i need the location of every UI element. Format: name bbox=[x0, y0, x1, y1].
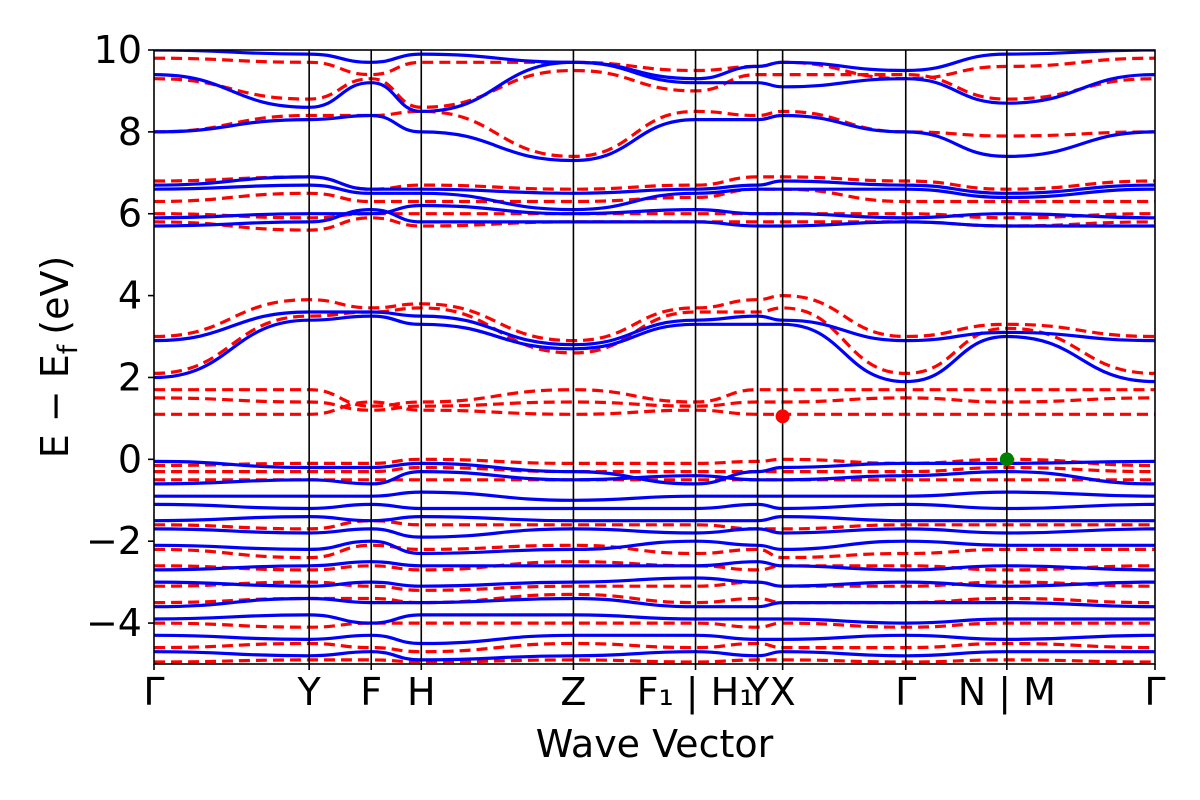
series-red-dashed bbox=[154, 56, 1155, 664]
y-axis-title-unit: (eV) bbox=[33, 256, 77, 335]
kpoint-lines bbox=[308, 50, 1008, 664]
band-red-7 bbox=[154, 293, 1155, 343]
x-tick-label: Γ bbox=[895, 670, 916, 714]
y-tick-label: 0 bbox=[118, 437, 142, 481]
x-tick-label: Γ bbox=[143, 670, 164, 714]
marker-0 bbox=[775, 409, 790, 424]
band-red-8 bbox=[154, 306, 1155, 376]
band-red-3 bbox=[154, 175, 1155, 191]
y-tick-label: 10 bbox=[94, 28, 142, 72]
band-blue-2 bbox=[154, 113, 1155, 163]
band-red-22 bbox=[154, 658, 1155, 664]
x-tick-label: H bbox=[407, 670, 436, 714]
plot-frame bbox=[153, 49, 1156, 665]
marker-1 bbox=[999, 452, 1014, 467]
y-tick-label: 6 bbox=[118, 192, 142, 236]
band-red-15 bbox=[154, 519, 1155, 531]
band-blue-13 bbox=[154, 514, 1155, 523]
y-axis-title-main: E − E bbox=[33, 354, 77, 458]
band-blue-5 bbox=[154, 203, 1155, 220]
x-tick-label: Γ bbox=[1144, 670, 1165, 714]
y-tick-label: −4 bbox=[86, 601, 142, 645]
band-blue-12 bbox=[154, 502, 1155, 511]
y-tick-label: 8 bbox=[118, 110, 142, 154]
band-red-21 bbox=[154, 641, 1155, 654]
band-red-20 bbox=[154, 621, 1155, 629]
band-blue-14 bbox=[154, 527, 1155, 539]
y-tick-label: −2 bbox=[86, 519, 142, 563]
y-tick-label: 2 bbox=[118, 355, 142, 399]
x-tick-label: N | M bbox=[958, 670, 1056, 715]
band-red-10 bbox=[154, 396, 1155, 412]
band-blue-11 bbox=[154, 490, 1155, 502]
x-tick-label: Y bbox=[297, 670, 322, 714]
band-blue-0 bbox=[154, 50, 1155, 81]
band-red-6 bbox=[154, 216, 1155, 232]
band-blue-19 bbox=[154, 613, 1155, 625]
x-axis-title: Wave Vector bbox=[536, 722, 774, 766]
band-red-1 bbox=[154, 68, 1155, 109]
x-tick-label: Y bbox=[745, 670, 770, 714]
y-axis-title: E − Ef (eV) bbox=[33, 256, 84, 459]
x-tick-label: F bbox=[360, 670, 382, 714]
y-axis-title-subscript: f bbox=[53, 343, 84, 354]
band-blue-18 bbox=[154, 596, 1155, 609]
y-tick-label: 4 bbox=[118, 274, 142, 318]
band-blue-1 bbox=[154, 60, 1155, 114]
series-blue-solid bbox=[154, 50, 1155, 662]
band-red-12 bbox=[154, 457, 1155, 468]
x-tick-label: F₁ | H₁ bbox=[637, 670, 755, 715]
y-axis: −4 −2 0 2 4 6 8 10 bbox=[86, 28, 154, 645]
band-red-4 bbox=[154, 187, 1155, 204]
band-blue-7 bbox=[154, 310, 1155, 347]
x-tick-label: X bbox=[770, 670, 796, 714]
band-red-13 bbox=[154, 465, 1155, 474]
markers bbox=[775, 409, 1014, 467]
x-tick-label: Z bbox=[560, 670, 586, 714]
band-red-16 bbox=[154, 543, 1155, 560]
band-red-19 bbox=[154, 592, 1155, 605]
